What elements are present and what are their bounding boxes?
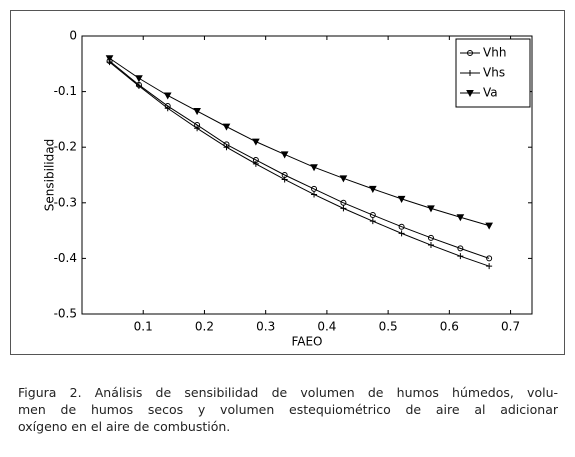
marker xyxy=(193,108,201,116)
series-line xyxy=(109,57,490,227)
caption-line: men de humos secos y volumen estequiomét… xyxy=(18,402,558,417)
marker xyxy=(311,185,318,192)
marker xyxy=(340,205,347,212)
marker xyxy=(369,212,376,219)
caption-line: oxígeno en el aire de combustión. xyxy=(18,419,231,434)
marker xyxy=(105,55,114,63)
marker xyxy=(252,138,260,146)
x-axis-label: FAEO xyxy=(291,335,322,349)
marker xyxy=(310,164,318,172)
caption: Figura 2. Análisis de sensibilidad de vo… xyxy=(18,384,558,435)
y-tick-label: -0.4 xyxy=(54,251,77,265)
x-tick-label: 0.3 xyxy=(256,320,275,334)
series-line xyxy=(109,60,490,259)
caption-line: Figura 2. Análisis de sensibilidad de vo… xyxy=(18,385,558,400)
x-tick-label: 0.6 xyxy=(440,320,459,334)
y-tick-label: -0.3 xyxy=(54,195,77,209)
marker xyxy=(281,176,288,183)
marker xyxy=(369,218,376,225)
marker xyxy=(457,253,464,260)
x-tick-label: 0.1 xyxy=(134,320,153,334)
marker xyxy=(252,160,259,167)
y-tick-label: -0.1 xyxy=(54,84,77,98)
x-tick-label: 0.7 xyxy=(501,320,520,334)
marker xyxy=(339,175,348,183)
marker xyxy=(427,242,434,249)
figure-frame xyxy=(10,10,565,355)
marker xyxy=(280,151,289,159)
marker xyxy=(135,75,143,83)
y-tick-label: -0.2 xyxy=(54,140,77,154)
legend-marker xyxy=(466,90,474,98)
legend-marker xyxy=(467,70,473,76)
legend-label: Va xyxy=(483,86,498,100)
marker xyxy=(135,83,142,90)
marker xyxy=(456,214,465,222)
marker xyxy=(427,234,434,241)
legend-label: Vhs xyxy=(483,66,505,80)
legend-label: Vhh xyxy=(483,46,506,60)
y-tick-label: -0.5 xyxy=(54,307,77,321)
marker xyxy=(223,144,230,151)
marker xyxy=(311,191,318,198)
y-tick-label: 0 xyxy=(69,29,77,43)
marker xyxy=(163,92,172,100)
marker xyxy=(427,205,435,213)
legend-marker xyxy=(467,50,473,56)
marker xyxy=(340,199,347,206)
series-line xyxy=(109,61,490,267)
marker xyxy=(486,255,493,262)
marker xyxy=(222,123,231,131)
marker xyxy=(194,125,201,132)
marker xyxy=(164,105,171,112)
marker xyxy=(457,245,464,252)
marker xyxy=(398,223,405,230)
x-tick-label: 0.2 xyxy=(195,320,214,334)
marker xyxy=(397,195,406,203)
marker xyxy=(368,185,377,193)
x-tick-label: 0.5 xyxy=(379,320,398,334)
x-tick-label: 0.4 xyxy=(317,320,336,334)
marker xyxy=(486,263,493,270)
marker xyxy=(398,230,405,237)
marker xyxy=(485,222,493,230)
chart: FAEO Sensibilidad 0 -0.1 -0.2 -0.3 -0.4 -0.5 0… xyxy=(43,29,533,349)
y-axis-label: Sensibilidad xyxy=(43,139,57,211)
